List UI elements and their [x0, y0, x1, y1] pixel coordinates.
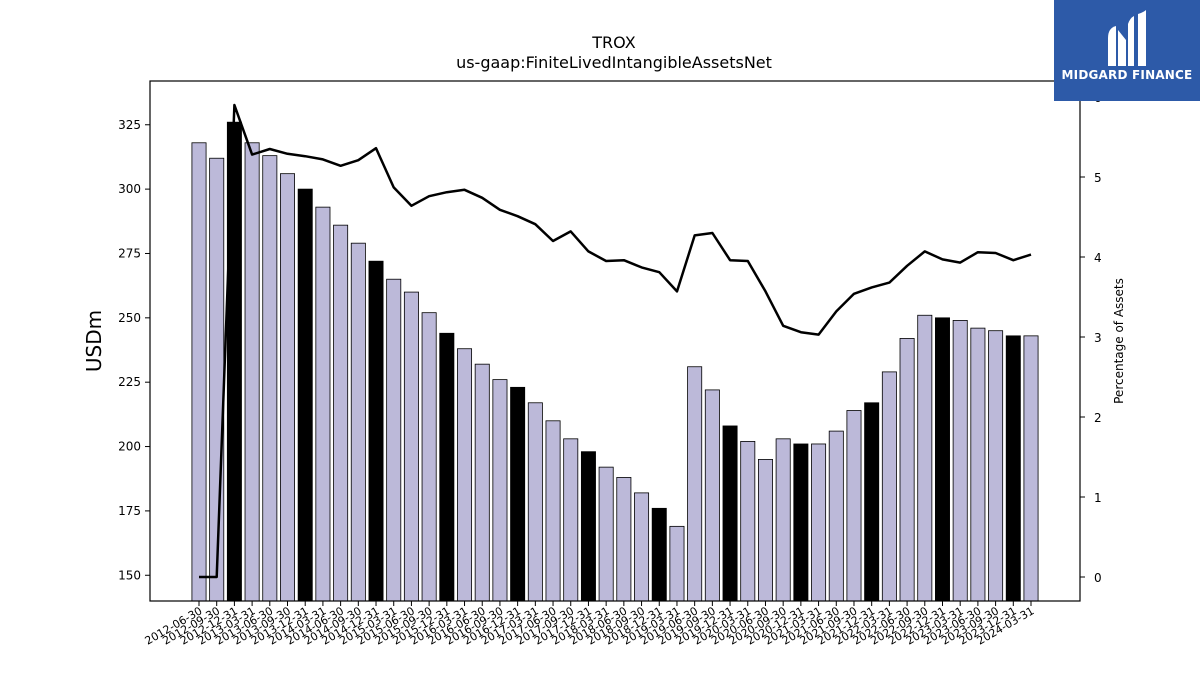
bar-2024-03-31 — [1023, 335, 1039, 602]
y-axis-label: USDm — [82, 310, 106, 372]
bar-2019-06-30 — [687, 366, 703, 602]
bar-2013-12-31 — [297, 188, 313, 602]
bar-2013-06-30 — [262, 155, 278, 602]
bar-2014-03-31 — [315, 206, 331, 602]
y-tick-label: 150 — [118, 568, 141, 582]
y2-tick-label: 5 — [1094, 171, 1102, 185]
y2-axis-label: Percentage of Assets — [1112, 278, 1126, 404]
bar-2014-06-30 — [333, 224, 349, 602]
bar-2012-09-30 — [209, 157, 225, 602]
bar-2021-06-30 — [828, 430, 844, 602]
bar-2020-03-31 — [740, 440, 756, 602]
bar-2015-12-31 — [439, 332, 455, 602]
y-tick-label: 275 — [118, 246, 141, 260]
bar-2019-12-31 — [722, 425, 738, 602]
bar-2019-09-30 — [704, 389, 720, 602]
bar-2019-03-31 — [669, 525, 685, 602]
chart-subtitle: us-gaap:FiniteLivedIntangibleAssetsNet — [456, 53, 772, 72]
bar-2014-12-31 — [368, 260, 384, 602]
bar-2021-12-31 — [864, 402, 880, 602]
y-tick-label: 325 — [118, 118, 141, 132]
bar-2016-06-30 — [474, 363, 490, 602]
bar-2016-12-31 — [510, 386, 526, 602]
y2-tick-label: 0 — [1094, 571, 1102, 585]
percentage-line — [199, 103, 1032, 579]
logo-text: MIDGARD FINANCE — [1061, 68, 1193, 82]
bar-2018-12-31 — [651, 507, 667, 602]
bar-2020-06-30 — [757, 459, 773, 602]
bar-2018-03-31 — [598, 466, 614, 602]
bar-2020-09-30 — [775, 438, 791, 602]
bar-2016-03-31 — [457, 348, 473, 602]
bar-2016-09-30 — [492, 379, 508, 602]
bar-2018-06-30 — [616, 477, 632, 602]
y-tick-label: 175 — [118, 504, 141, 518]
y2-tick-label: 1 — [1094, 491, 1102, 505]
y2-tick-label: 4 — [1094, 251, 1102, 265]
bar-2022-06-30 — [899, 338, 915, 602]
bar-2015-06-30 — [403, 291, 419, 602]
logo-mark-icon — [1108, 10, 1146, 66]
bar-2021-03-31 — [811, 443, 827, 602]
bars-group — [191, 121, 1039, 602]
bar-2013-03-31 — [244, 142, 260, 602]
y-tick-label: 250 — [118, 311, 141, 325]
chart-title: TROX — [591, 33, 635, 52]
bar-2012-06-30 — [191, 142, 207, 602]
bar-2023-03-31 — [952, 320, 968, 602]
y2-tick-label: 2 — [1094, 411, 1102, 425]
midgard-finance-logo: MIDGARD FINANCE — [1054, 0, 1200, 101]
bar-2022-12-31 — [935, 317, 950, 602]
bar-2012-12-31 — [226, 121, 242, 602]
bar-2017-09-30 — [563, 438, 579, 602]
bar-2013-09-30 — [280, 173, 295, 602]
bar-2014-09-30 — [350, 242, 366, 602]
line-group — [199, 103, 1032, 579]
bar-2023-09-30 — [988, 330, 1004, 602]
bar-2021-09-30 — [846, 410, 862, 602]
y-tick-label: 200 — [118, 440, 141, 454]
bar-2022-09-30 — [917, 314, 933, 602]
bar-2017-06-30 — [545, 420, 561, 602]
bar-2015-03-31 — [386, 278, 402, 602]
bar-2023-12-31 — [1005, 335, 1021, 602]
bar-2015-09-30 — [421, 312, 437, 602]
bar-2017-12-31 — [580, 451, 596, 602]
bar-2023-06-30 — [970, 327, 986, 602]
y-tick-label: 225 — [118, 375, 141, 389]
plot-frame — [149, 80, 1081, 602]
bar-2018-09-30 — [634, 492, 650, 602]
bar-2020-12-31 — [793, 443, 809, 602]
y-tick-label: 300 — [118, 182, 141, 196]
y2-tick-label: 3 — [1094, 331, 1102, 345]
bar-2017-03-31 — [527, 402, 543, 602]
bar-2022-03-31 — [881, 371, 897, 602]
